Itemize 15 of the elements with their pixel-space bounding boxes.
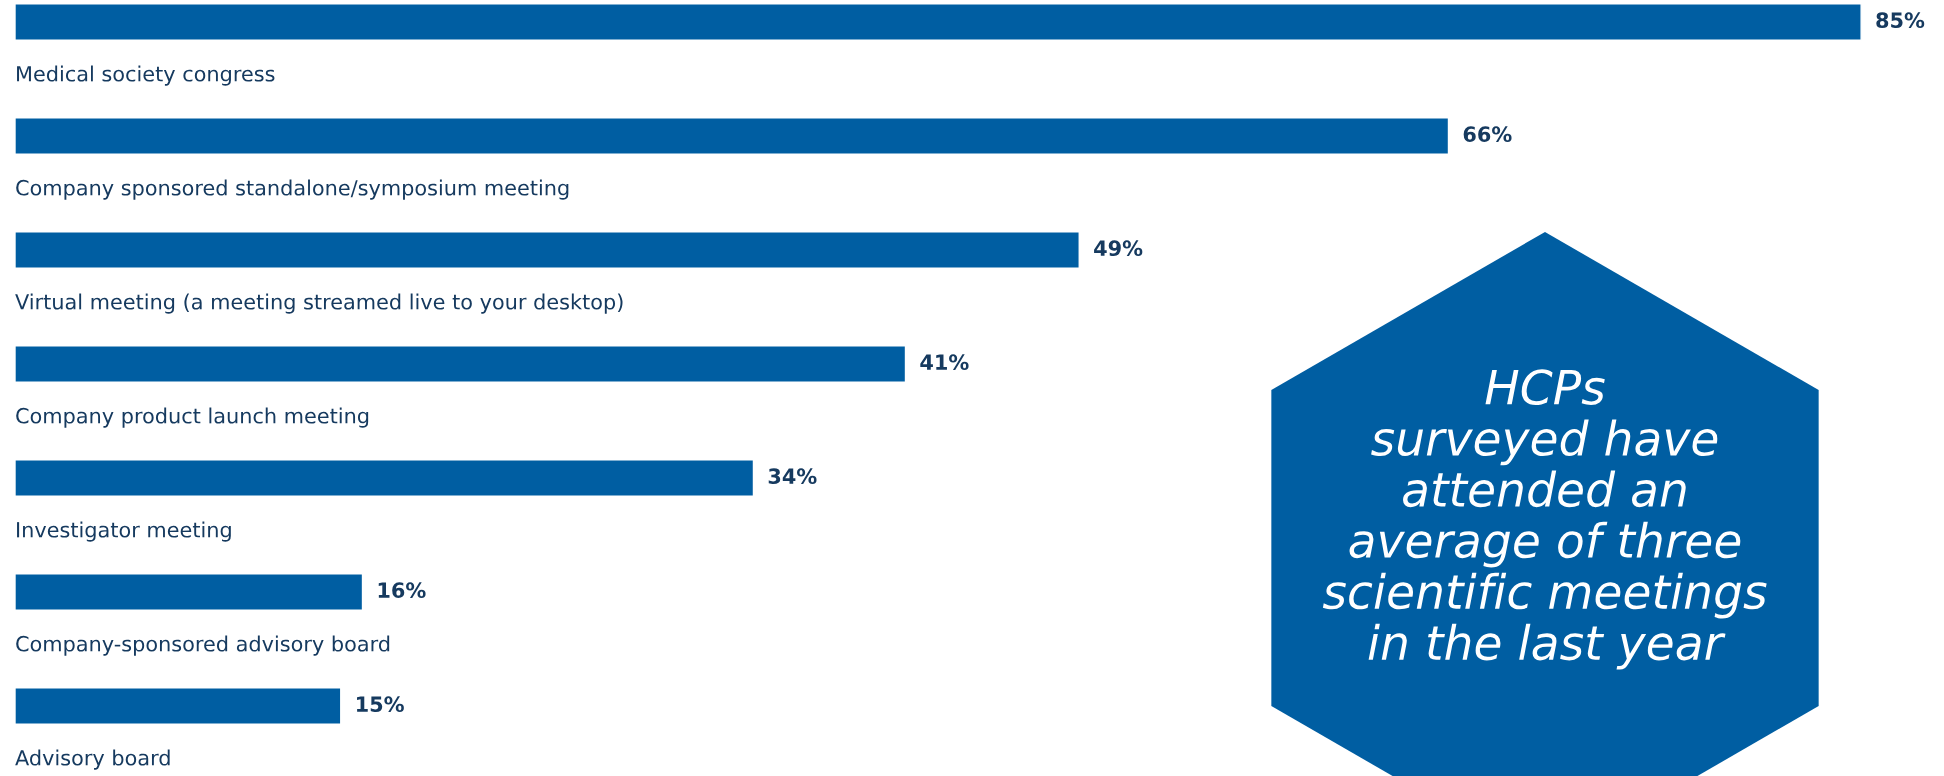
data-label: 15% [357, 696, 404, 713]
data-label: 85% [1876, 12, 1925, 29]
y-tick-label: Company sponsored standalone/symposium meeting [16, 179, 569, 200]
y-tick-label: Company-sponsored advisory board [16, 635, 390, 656]
data-label: 16% [378, 582, 426, 599]
y-tick-label: Advisory board [15, 749, 170, 770]
data-label: 66% [1463, 126, 1512, 143]
data-label: 41% [920, 354, 969, 371]
annotation: HCPs surveyed have attended an average of three scientific meetings in the last year [1322, 369, 1767, 670]
y-tick-label: Company product launch meeting [16, 407, 369, 428]
data-label: 49% [1094, 240, 1143, 257]
y-tick-label: Investigator meeting [17, 521, 231, 542]
y-tick-label: Virtual meeting (a meeting streamed live to your desktop) [15, 293, 623, 314]
y-tick-label: Medical society congress [17, 65, 275, 86]
data-label: 34% [768, 468, 817, 485]
